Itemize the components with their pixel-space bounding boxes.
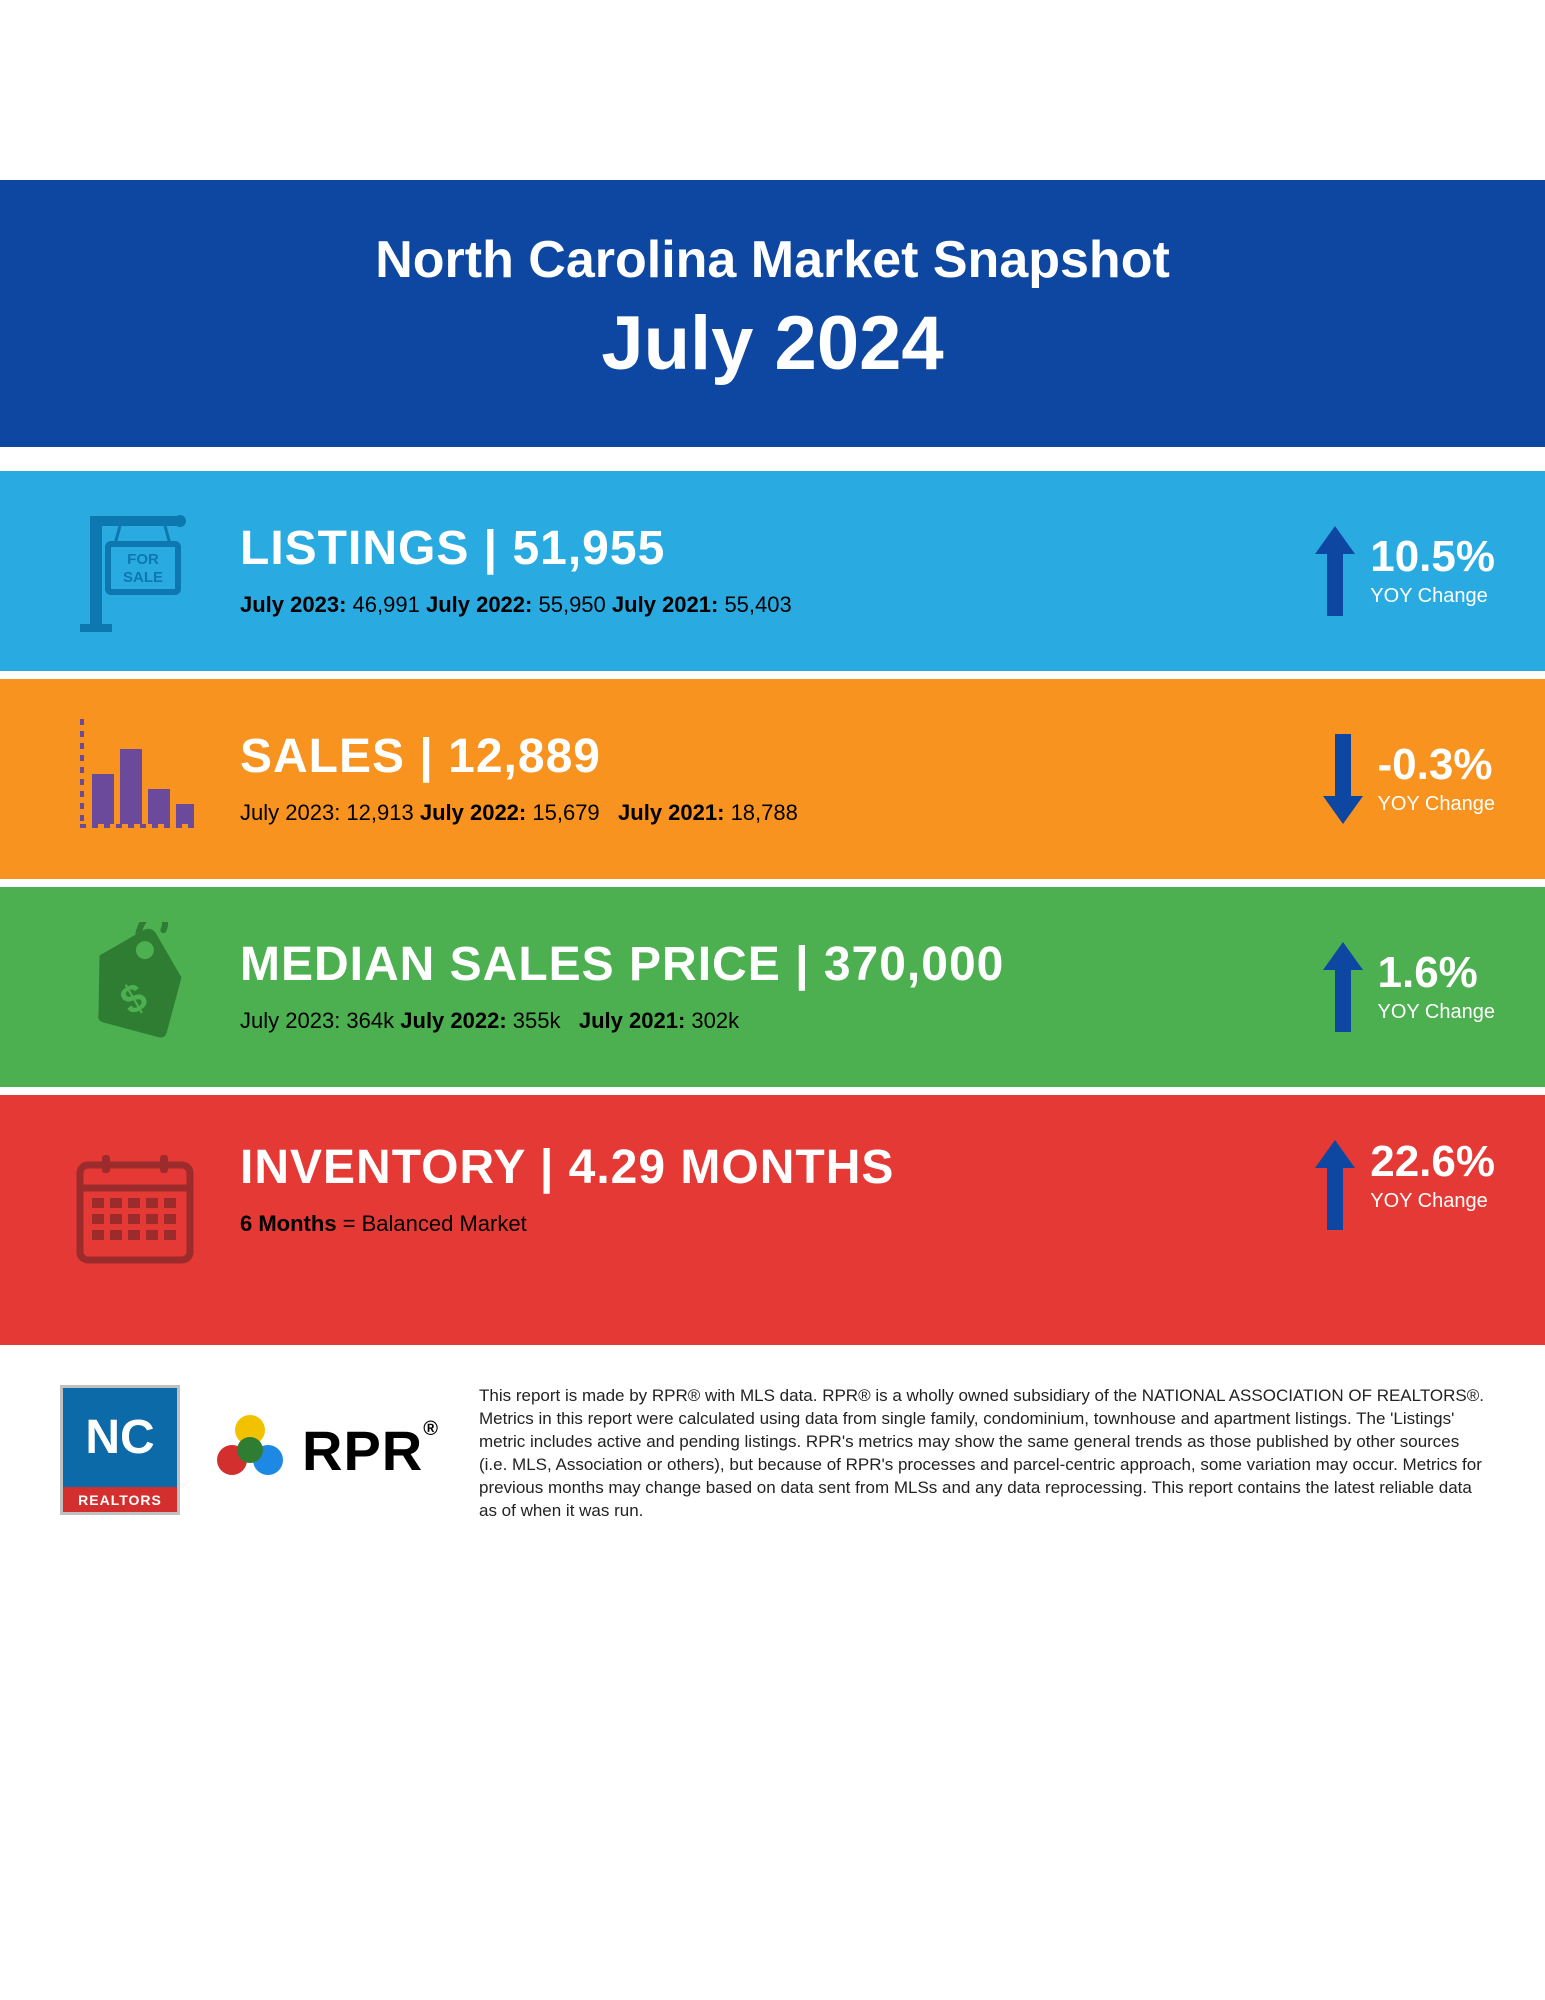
- gap: [0, 1087, 1545, 1095]
- sales-yoy-label: YOY Change: [1378, 793, 1496, 816]
- price-tag-icon: $: [50, 922, 220, 1052]
- gap: [0, 447, 1545, 471]
- sales-history: July 2023: 12,913 July 2022: 15,679 July…: [240, 798, 1215, 829]
- top-whitespace: [0, 0, 1545, 180]
- header-date: July 2024: [20, 300, 1525, 387]
- inventory-note: 6 Months = Balanced Market: [240, 1209, 1215, 1240]
- calendar-icon: [50, 1140, 220, 1270]
- header-title: North Carolina Market Snapshot: [20, 230, 1525, 290]
- listings-yoy-label: YOY Change: [1370, 585, 1495, 608]
- row-sales: SALES | 12,889 July 2023: 12,913 July 20…: [0, 679, 1545, 879]
- gap: [0, 879, 1545, 887]
- disclaimer-text: This report is made by RPR® with MLS dat…: [479, 1385, 1485, 1523]
- bar-chart-icon: [50, 719, 220, 839]
- up-arrow-icon: [1323, 942, 1363, 1032]
- gap: [0, 671, 1545, 679]
- header-banner: North Carolina Market Snapshot July 2024: [0, 180, 1545, 447]
- median-yoy-label: YOY Change: [1378, 1001, 1496, 1024]
- inventory-yoy-pct: 22.6%: [1370, 1140, 1495, 1184]
- up-arrow-icon: [1315, 1140, 1355, 1230]
- median-yoy-pct: 1.6%: [1378, 951, 1496, 995]
- up-arrow-icon: [1315, 526, 1355, 616]
- svg-text:SALE: SALE: [123, 569, 163, 586]
- sales-title: SALES | 12,889: [240, 729, 1215, 784]
- for-sale-sign-icon: FOR SALE: [50, 506, 220, 636]
- median-history: July 2023: 364k July 2022: 355k July 202…: [240, 1006, 1215, 1037]
- nc-realtors-logo: NC REALTORS: [60, 1385, 180, 1515]
- listings-history: July 2023: 46,991 July 2022: 55,950 July…: [240, 590, 1215, 621]
- row-inventory: INVENTORY | 4.29 MONTHS 6 Months = Balan…: [0, 1095, 1545, 1345]
- inventory-yoy-label: YOY Change: [1370, 1190, 1495, 1213]
- median-title: MEDIAN SALES PRICE | 370,000: [240, 937, 1215, 992]
- row-listings: FOR SALE LISTINGS | 51,955 July 2023: 46…: [0, 471, 1545, 671]
- footer: NC REALTORS RPR® This report is made by …: [0, 1345, 1545, 1543]
- sales-yoy-pct: -0.3%: [1378, 743, 1496, 787]
- inventory-title: INVENTORY | 4.29 MONTHS: [240, 1140, 1215, 1195]
- svg-text:FOR: FOR: [127, 551, 159, 568]
- listings-yoy-pct: 10.5%: [1370, 535, 1495, 579]
- listings-title: LISTINGS | 51,955: [240, 521, 1215, 576]
- rpr-logo: RPR®: [210, 1410, 439, 1490]
- down-arrow-icon: [1323, 734, 1363, 824]
- row-median-price: $ MEDIAN SALES PRICE | 370,000 July 2023…: [0, 887, 1545, 1087]
